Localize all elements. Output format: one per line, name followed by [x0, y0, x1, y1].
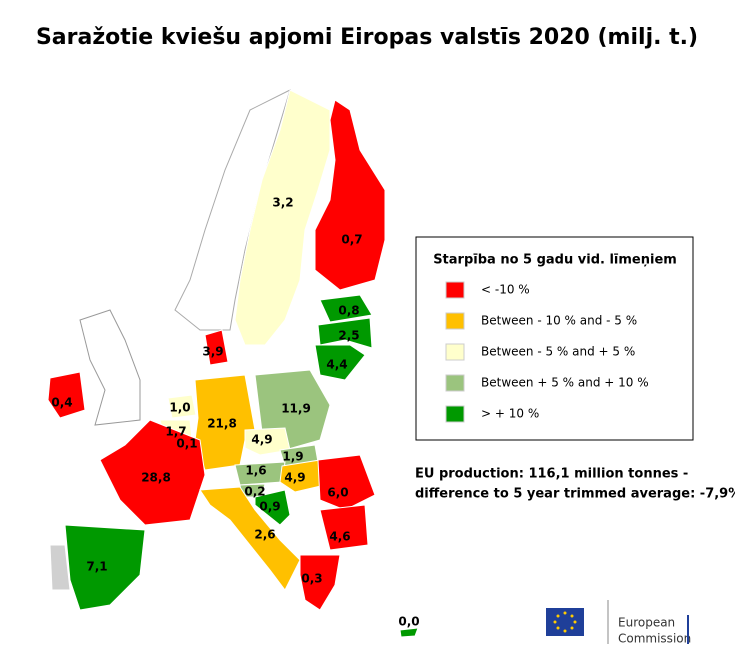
country	[199, 486, 301, 591]
logo-text: Commission	[618, 632, 691, 646]
country	[319, 504, 369, 551]
countries	[47, 89, 419, 638]
value-label: 7,1	[86, 560, 107, 574]
legend-swatch	[445, 281, 465, 299]
value-label: 4,9	[251, 433, 272, 447]
country	[47, 371, 86, 419]
summary-line: EU production: 116,1 million tonnes -	[415, 467, 688, 482]
country	[399, 627, 419, 638]
value-label: 1,6	[245, 464, 266, 478]
value-label: 28,8	[141, 471, 171, 485]
value-label: 1,0	[169, 401, 190, 415]
value-label: 6,0	[327, 486, 348, 500]
value-label: 0,8	[338, 304, 359, 318]
country	[314, 344, 366, 381]
legend-label: Between + 5 % and + 10 %	[481, 376, 649, 390]
country	[279, 459, 326, 493]
country	[234, 89, 331, 346]
value-label: 3,9	[202, 345, 223, 359]
value-label: 21,8	[207, 417, 237, 431]
country	[314, 99, 386, 291]
value-label: 2,5	[338, 329, 359, 343]
summary-line: difference to 5 year trimmed average: -7…	[415, 487, 735, 502]
value-label: 4,6	[329, 530, 350, 544]
value-label: 0,4	[51, 396, 72, 410]
country	[244, 427, 291, 456]
legend-label: < -10 %	[481, 283, 530, 297]
legend-label: Between - 10 % and - 5 %	[481, 314, 637, 328]
value-label: 11,9	[281, 402, 311, 416]
no-data-country	[49, 544, 71, 591]
value-label: 4,9	[284, 471, 305, 485]
title: Saražotie kviešu apjomi Eiropas valstīs …	[36, 25, 698, 50]
country	[317, 454, 376, 511]
value-label: 1,9	[282, 450, 303, 464]
country	[204, 329, 229, 366]
legend-swatch	[445, 343, 465, 361]
legend-label: > + 10 %	[481, 407, 539, 421]
value-label: 2,6	[254, 528, 275, 542]
value-label: 1,7	[165, 425, 186, 439]
country	[317, 317, 373, 349]
legend-swatch	[445, 374, 465, 392]
legend-swatch	[445, 312, 465, 330]
value-label: 0,0	[398, 615, 419, 629]
country	[167, 394, 197, 419]
value-label: 0,1	[176, 437, 197, 451]
country	[254, 489, 291, 526]
country	[299, 554, 341, 611]
non-eu-country	[79, 309, 141, 426]
value-label: 0,9	[259, 500, 280, 514]
logo-text: European	[618, 616, 675, 630]
value-label: 0,2	[244, 485, 265, 499]
value-label: 0,3	[301, 572, 322, 586]
country	[319, 294, 373, 323]
value-label: 4,4	[326, 358, 347, 372]
legend-swatch	[445, 405, 465, 423]
legend-title: Starpība no 5 gadu vid. līmeņiem	[433, 253, 677, 268]
legend-label: Between - 5 % and + 5 %	[481, 345, 635, 359]
value-label: 0,7	[341, 233, 362, 247]
value-label: 3,2	[272, 196, 293, 210]
flag-stars	[553, 611, 577, 633]
country	[99, 419, 206, 526]
country	[64, 524, 146, 611]
